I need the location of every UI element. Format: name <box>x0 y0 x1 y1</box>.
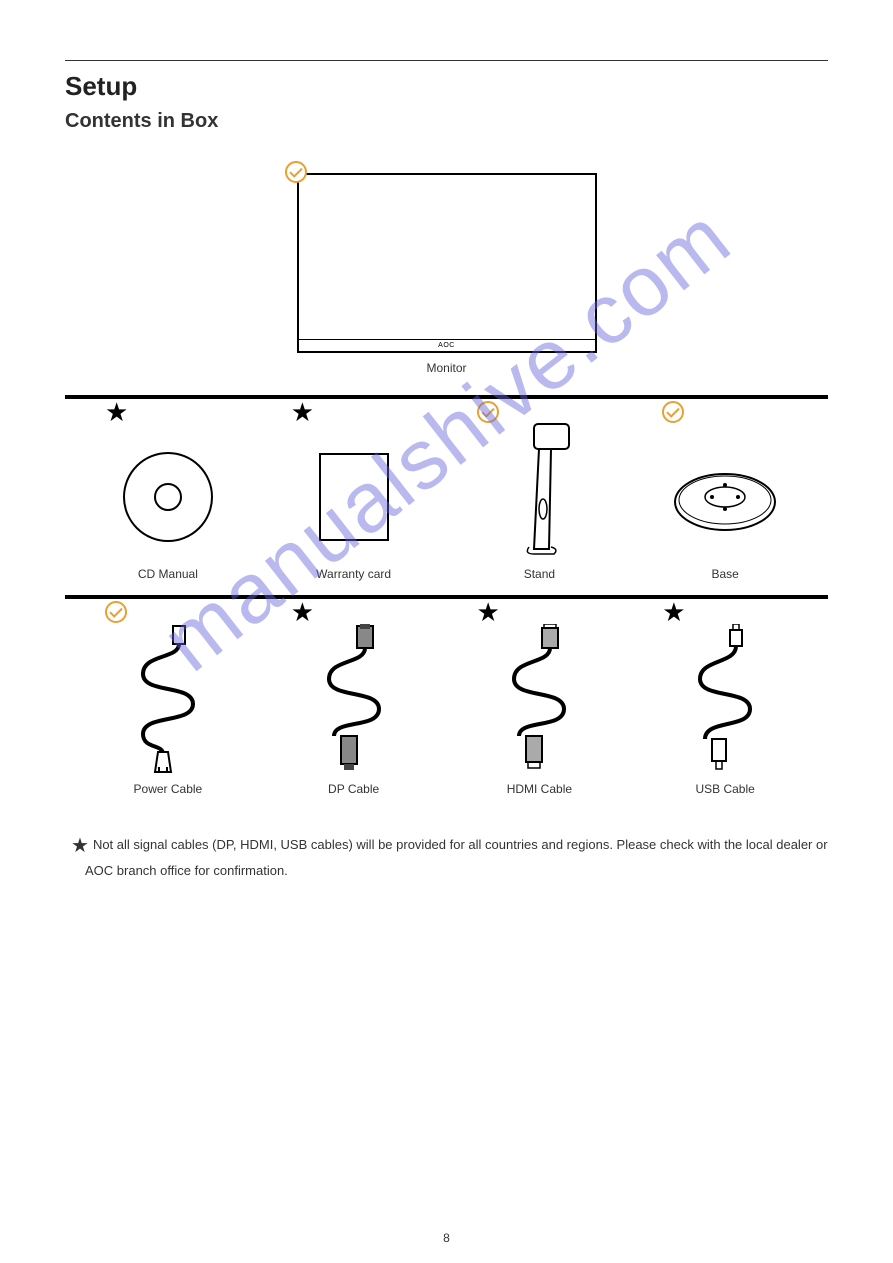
cd-label: CD Manual <box>138 567 198 581</box>
cables-row: Power Cable ★ DP Cable ★ <box>65 609 828 796</box>
stand-label: Stand <box>524 567 555 581</box>
dp-cable-graphic <box>309 609 399 774</box>
star-icon: ★ <box>71 835 89 857</box>
cable-svg-icon <box>309 624 399 774</box>
base-graphic <box>670 409 780 559</box>
dp-cable-label: DP Cable <box>328 782 379 796</box>
cable-svg-icon <box>494 624 584 774</box>
check-icon <box>662 401 684 423</box>
hdmi-cable-label: HDMI Cable <box>507 782 572 796</box>
monitor-item: AOC Monitor <box>297 173 597 375</box>
base-label: Base <box>711 567 738 581</box>
cd-item: ★ CD Manual <box>75 409 261 581</box>
check-icon <box>477 401 499 423</box>
divider-1 <box>65 395 828 399</box>
accessories-row-1: ★ CD Manual ★ Warranty card <box>65 409 828 581</box>
usb-cable-label: USB Cable <box>695 782 754 796</box>
power-cable-label: Power Cable <box>134 782 203 796</box>
cd-graphic <box>123 409 213 559</box>
hdmi-cable-graphic <box>494 609 584 774</box>
section-subtitle: Contents in Box <box>65 110 828 133</box>
usb-cable-item: ★ USB Cable <box>632 609 818 796</box>
footnote-text: Not all signal cables (DP, HDMI, USB cab… <box>85 837 828 878</box>
star-icon: ★ <box>105 401 127 423</box>
footnote: ★Not all signal cables (DP, HDMI, USB ca… <box>65 831 828 881</box>
usb-cable-graphic <box>680 609 770 774</box>
page-content: Setup Contents in Box manualshive.com AO… <box>0 0 893 881</box>
dp-cable-item: ★ DP Cable <box>261 609 447 796</box>
stand-graphic <box>499 409 579 559</box>
star-icon: ★ <box>477 601 499 623</box>
header-rule <box>65 60 828 61</box>
hdmi-cable-item: ★ HDMI Cable <box>447 609 633 796</box>
stand-item: Stand <box>447 409 633 581</box>
monitor-brand: AOC <box>299 339 595 351</box>
divider-2 <box>65 595 828 599</box>
page-number: 8 <box>443 1231 450 1245</box>
warranty-label: Warranty card <box>316 567 391 581</box>
cable-svg-icon <box>680 624 770 774</box>
star-icon: ★ <box>662 601 684 623</box>
cable-svg-icon <box>123 624 213 774</box>
check-icon <box>285 161 307 183</box>
check-icon <box>105 601 127 623</box>
stand-svg-icon <box>499 419 579 559</box>
monitor-graphic: AOC <box>297 173 597 353</box>
base-item: Base <box>632 409 818 581</box>
star-icon: ★ <box>291 401 313 423</box>
warranty-graphic <box>319 409 389 559</box>
star-icon: ★ <box>291 601 313 623</box>
power-cable-graphic <box>123 609 213 774</box>
monitor-row: AOC Monitor <box>65 173 828 375</box>
section-title: Setup <box>65 71 828 102</box>
power-cable-item: Power Cable <box>75 609 261 796</box>
warranty-item: ★ Warranty card <box>261 409 447 581</box>
base-svg-icon <box>670 467 780 537</box>
monitor-label: Monitor <box>297 361 597 375</box>
